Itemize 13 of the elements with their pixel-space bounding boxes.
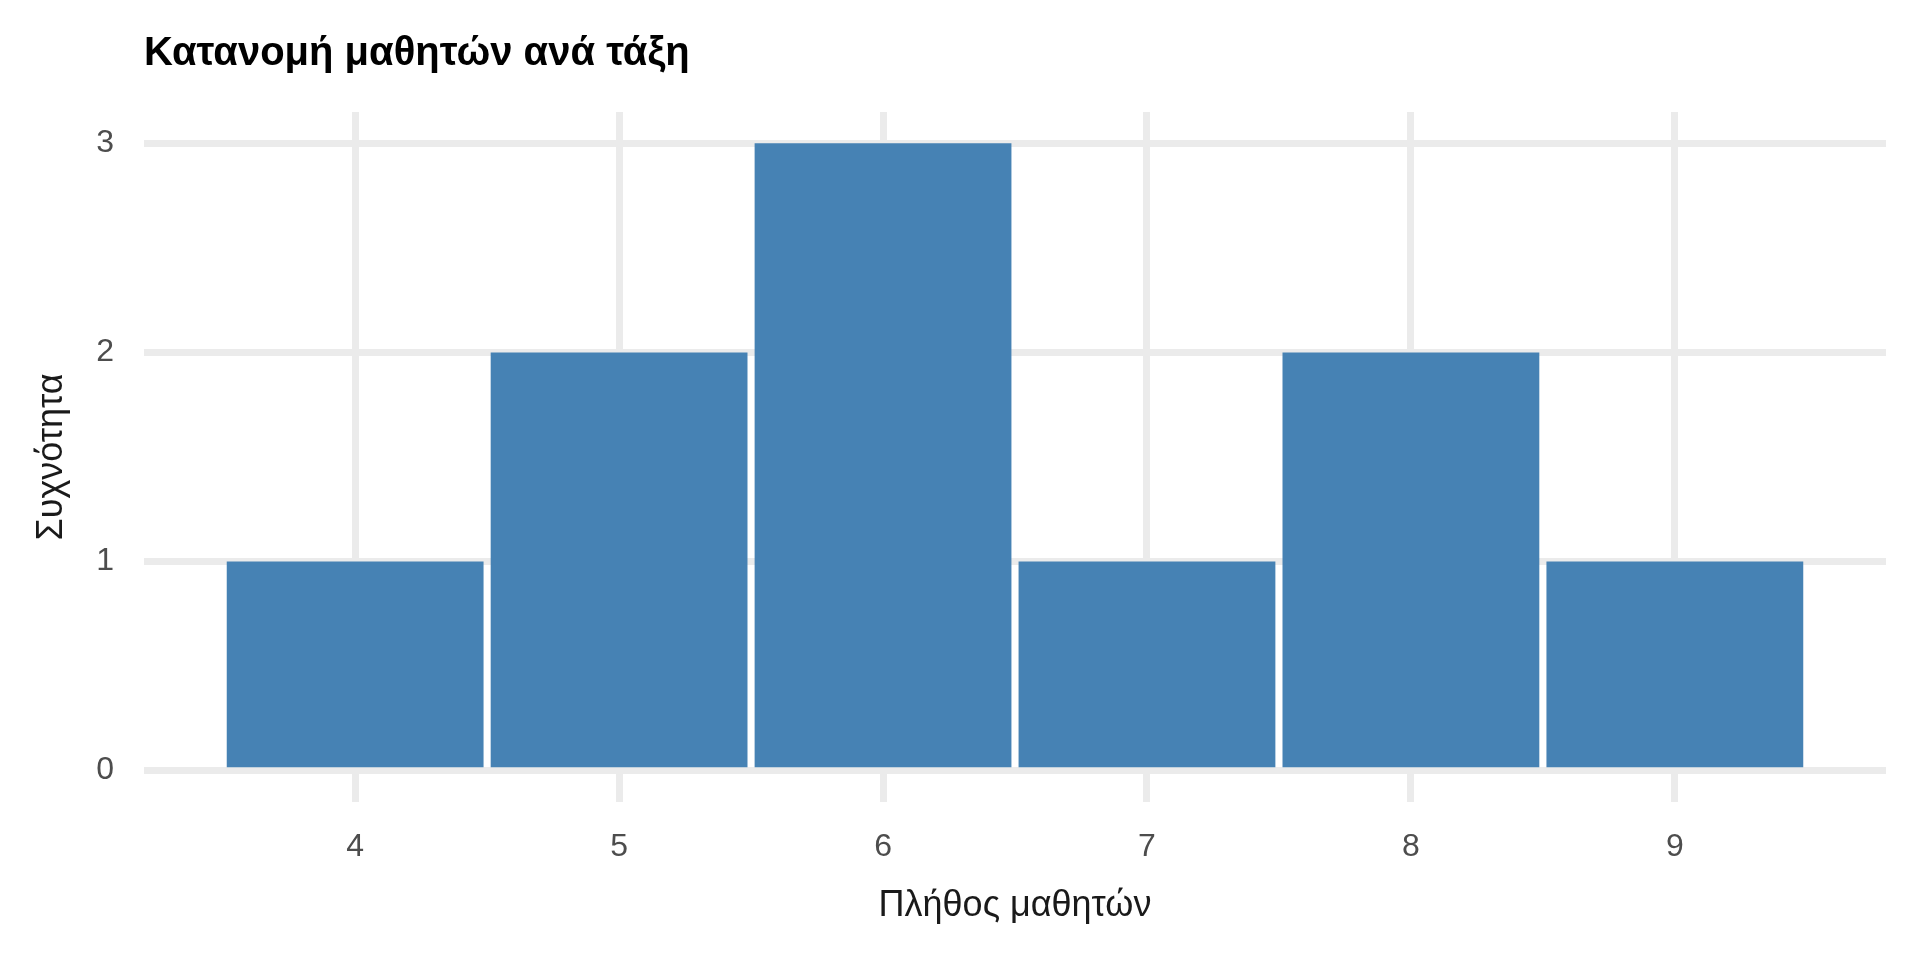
x-tick-label: 7 bbox=[1138, 827, 1156, 864]
x-axis-title: Πλήθος μαθητών bbox=[878, 883, 1152, 925]
x-tick-label: 9 bbox=[1665, 827, 1684, 864]
y-tick-label: 2 bbox=[96, 332, 114, 369]
y-axis-title: Συχνότητα bbox=[28, 373, 70, 541]
x-tick-label: 6 bbox=[874, 827, 892, 864]
y-tick-label: 0 bbox=[96, 750, 114, 787]
y-tick-label: 3 bbox=[96, 123, 114, 160]
x-tick-label: 5 bbox=[610, 827, 628, 864]
y-tick-label: 1 bbox=[96, 541, 114, 578]
x-tick-label: 8 bbox=[1402, 827, 1420, 864]
chart-title: Κατανομή μαθητών ανά τάξη bbox=[144, 29, 690, 74]
x-tick-label: 4 bbox=[346, 827, 365, 864]
